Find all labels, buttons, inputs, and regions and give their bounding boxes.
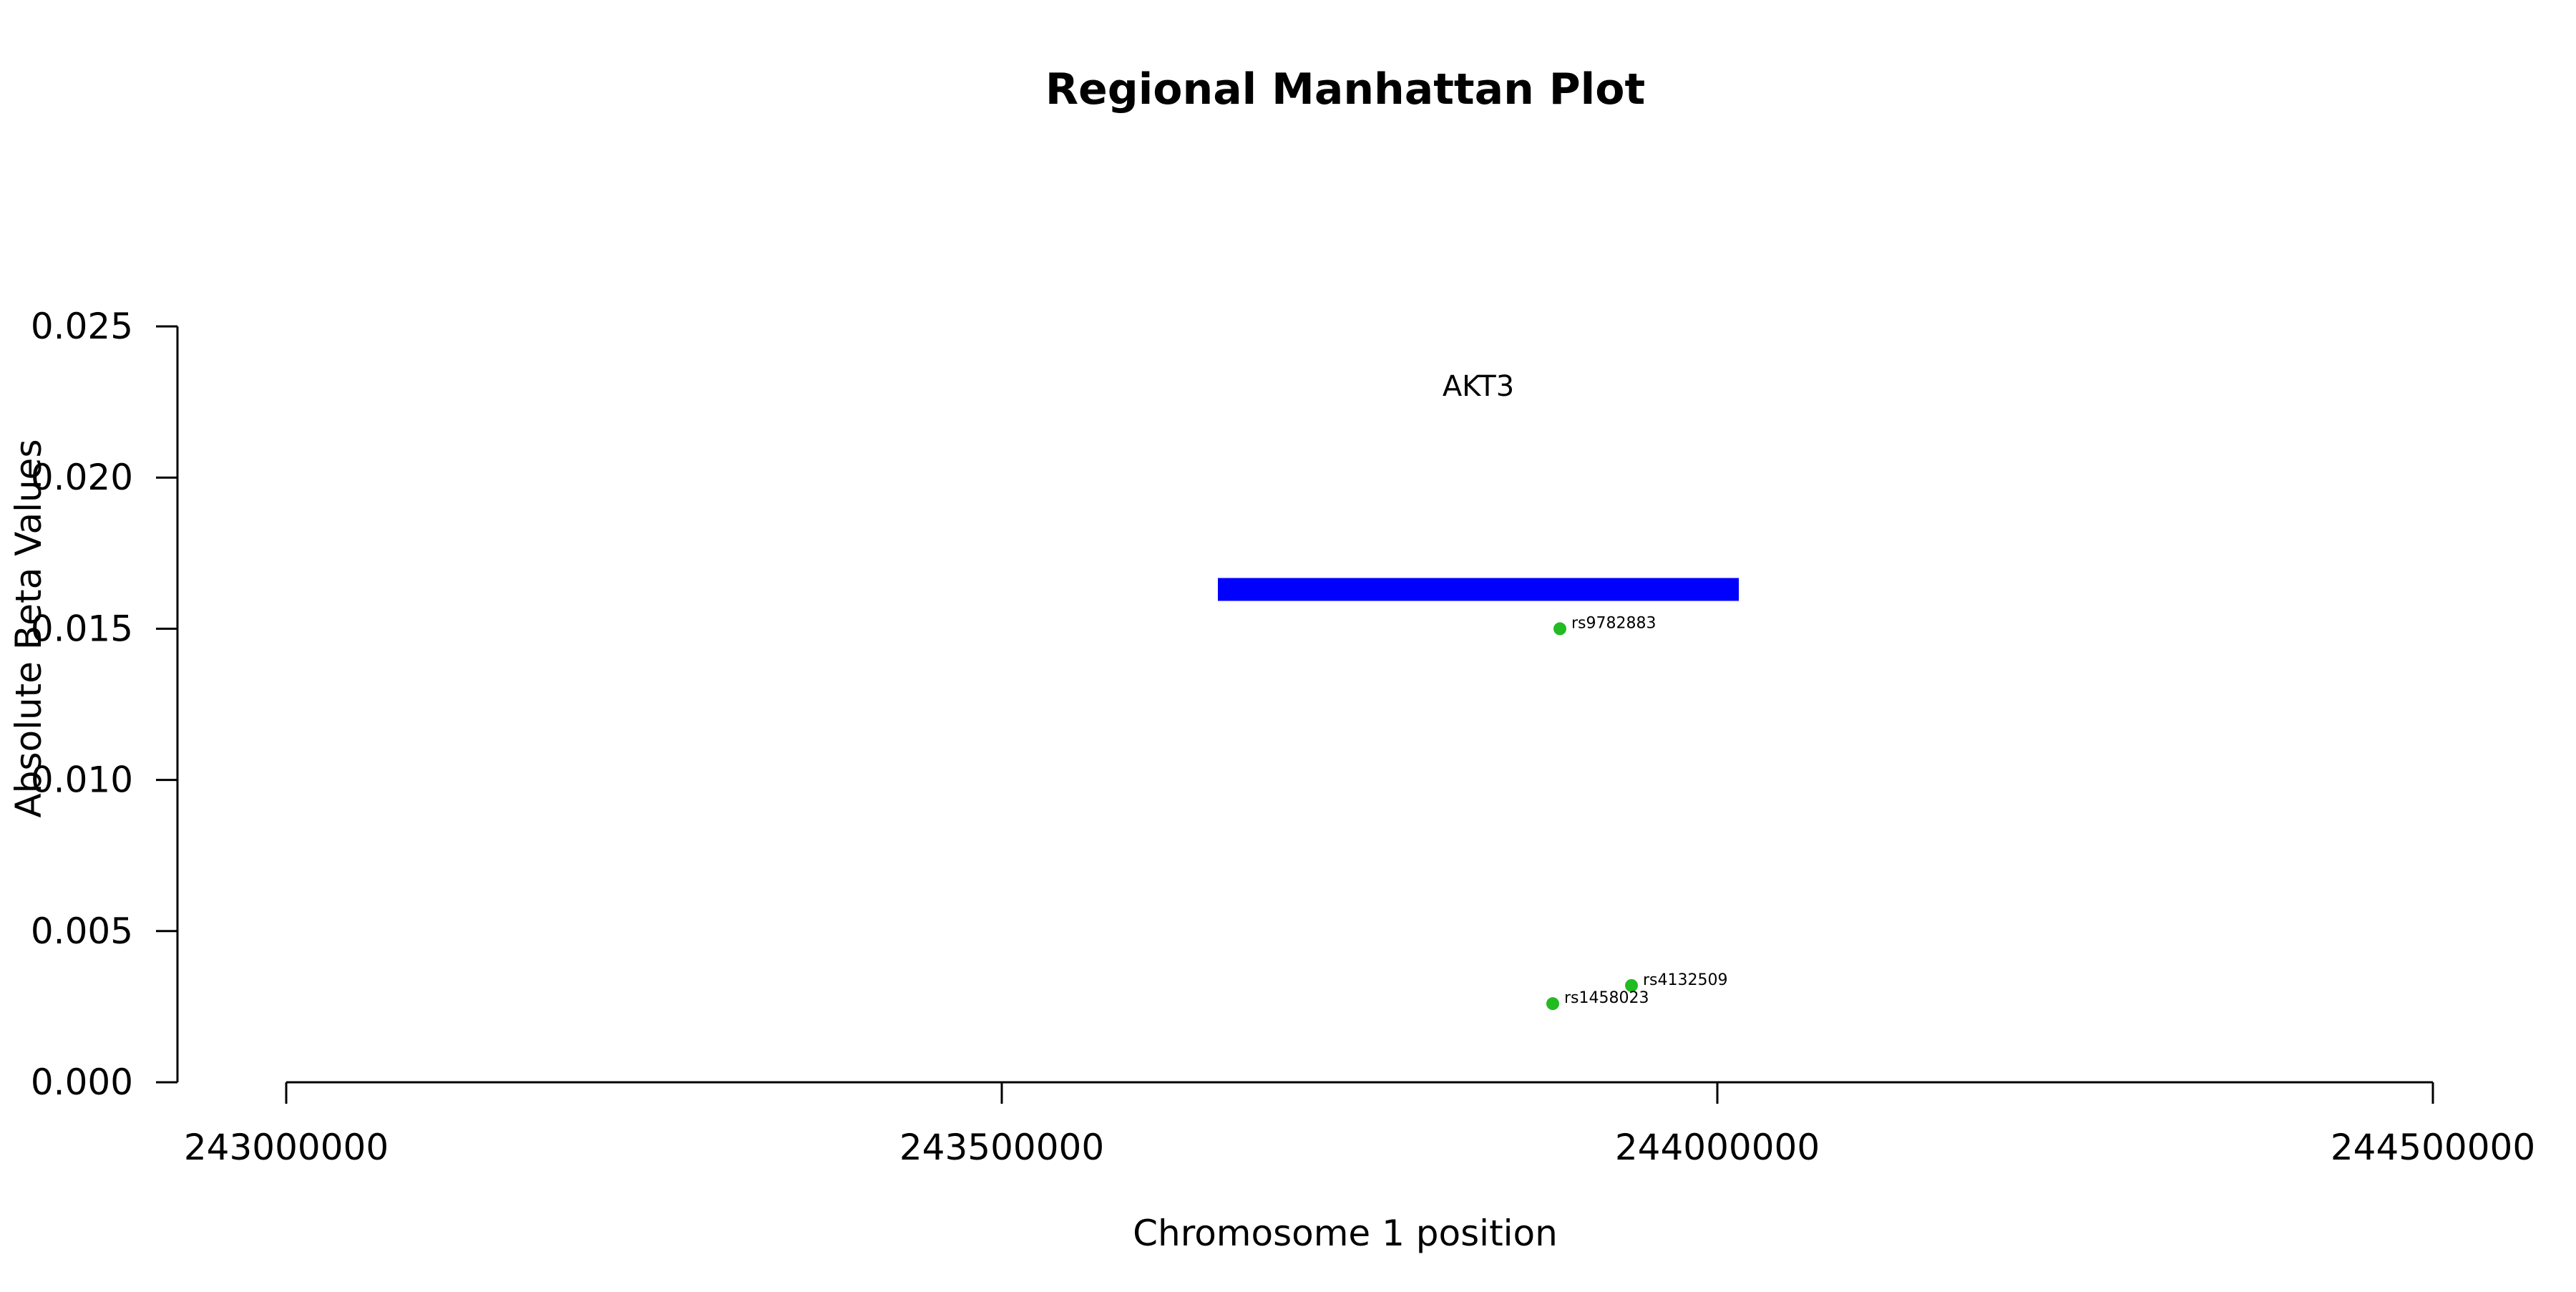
y-tick-label: 0.025 (31, 306, 133, 347)
y-tick-label: 0.015 (31, 608, 133, 649)
y-tick-label: 0.010 (31, 759, 133, 801)
y-tick-label: 0.000 (31, 1062, 133, 1103)
snp-label: rs9782883 (1571, 614, 1657, 632)
gene-track: AKT3 (1218, 370, 1739, 601)
y-axis: 0.000 0.005 0.010 0.015 0.020 0.025 (31, 306, 179, 1103)
y-tick-label: 0.020 (31, 457, 133, 498)
x-tick-label: 243000000 (184, 1127, 389, 1168)
snp-point (1625, 978, 1638, 992)
chart-title: Regional Manhattan Plot (1045, 64, 1645, 115)
snp-label: rs1458023 (1564, 989, 1649, 1007)
x-tick-label: 243500000 (899, 1127, 1104, 1168)
snp-point (1546, 997, 1559, 1011)
snp-point (1553, 622, 1566, 636)
x-axis-title: Chromosome 1 position (1133, 1213, 1558, 1254)
y-tick-label: 0.005 (31, 910, 133, 952)
gene-bar (1218, 578, 1739, 601)
snp-label: rs4132509 (1643, 971, 1728, 989)
x-axis: 243000000 243500000 244000000 244500000 (184, 1081, 2535, 1168)
gene-label: AKT3 (1443, 370, 1514, 403)
y-axis-title: Absolute Beta Values (8, 439, 49, 818)
x-tick-label: 244500000 (2331, 1127, 2535, 1168)
x-tick-label: 244000000 (1615, 1127, 1820, 1168)
